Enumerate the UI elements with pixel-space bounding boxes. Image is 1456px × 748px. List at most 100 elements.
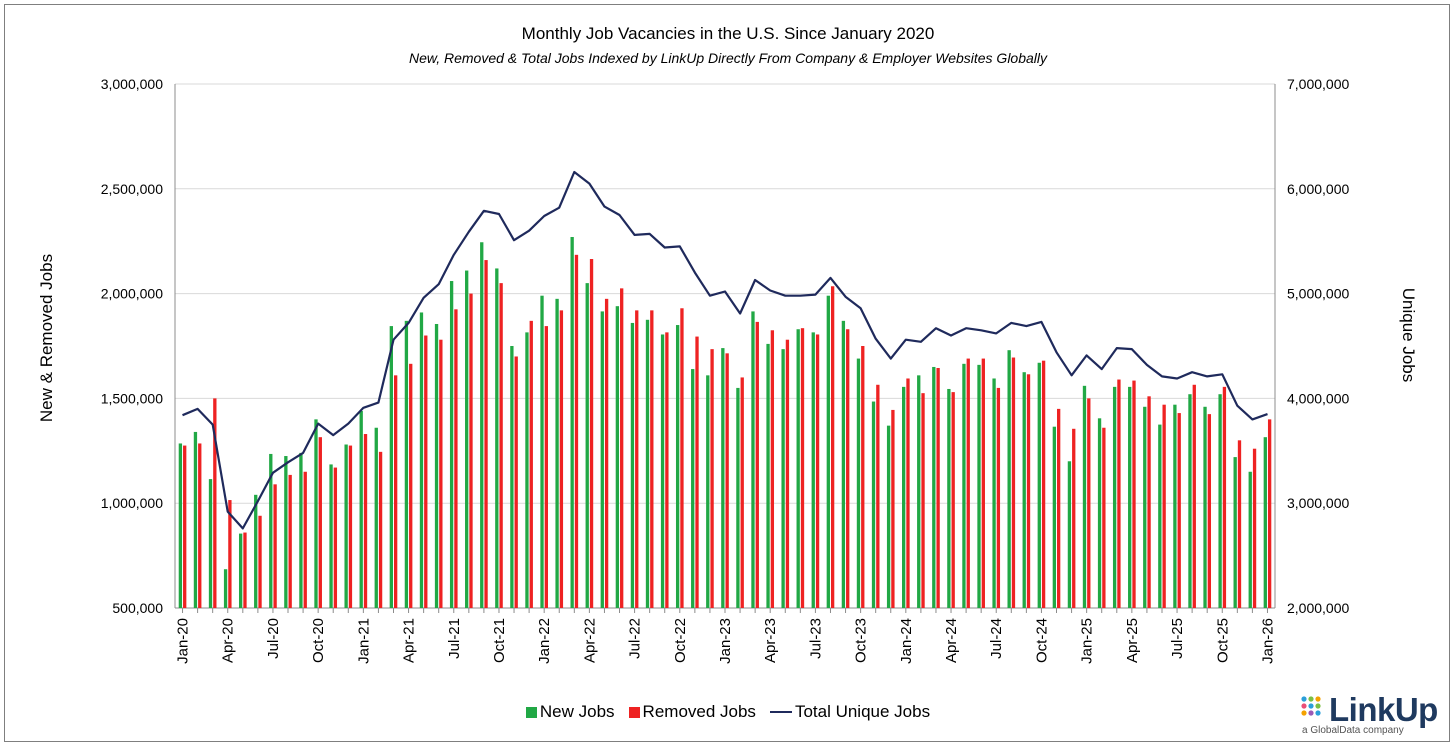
- bar-new-jobs: [660, 334, 665, 608]
- bar-removed-jobs: [1147, 396, 1151, 608]
- bar-new-jobs: [193, 431, 198, 608]
- bar-new-jobs: [1188, 394, 1192, 608]
- bar-new-jobs: [284, 456, 288, 608]
- bar-new-jobs: [419, 312, 424, 608]
- bar-new-jobs: [1263, 437, 1267, 608]
- bar-new-jobs: [570, 237, 574, 608]
- bar-removed-jobs: [303, 471, 307, 608]
- bar-removed-jobs: [589, 259, 594, 608]
- x-tick-label: Jan-22: [536, 618, 553, 664]
- bar-new-jobs: [691, 369, 695, 608]
- x-tick-label: Oct-20: [310, 618, 327, 663]
- bar-new-jobs: [344, 444, 348, 608]
- logo-wordmark: LinkUp: [1329, 691, 1438, 728]
- x-tick-label: Jul-22: [627, 618, 644, 659]
- bar-new-jobs: [208, 479, 213, 608]
- x-tick-label: Jan-26: [1260, 618, 1277, 664]
- chart-title: Monthly Job Vacancies in the U.S. Since …: [521, 24, 935, 43]
- bar-removed-jobs: [966, 358, 970, 608]
- bar-new-jobs: [359, 410, 363, 608]
- bar-new-jobs: [630, 322, 635, 608]
- y-right-tick-label: 3,000,000: [1287, 495, 1349, 511]
- legend-item-total-unique-jobs: Total Unique Jobs: [769, 702, 931, 722]
- bar-removed-jobs: [1177, 413, 1181, 608]
- bar-new-jobs: [540, 295, 544, 608]
- bar-removed-jobs: [273, 484, 277, 608]
- bar-removed-jobs: [1117, 379, 1121, 608]
- legend-item-removed-jobs: Removed Jobs: [628, 702, 756, 722]
- bar-removed-jobs: [1057, 408, 1061, 608]
- bar-new-jobs: [495, 268, 499, 608]
- bar-new-jobs: [615, 306, 620, 608]
- bar-new-jobs: [1112, 386, 1117, 608]
- legend-swatch-total-unique-jobs: [769, 711, 792, 713]
- y-right-tick-label: 4,000,000: [1287, 390, 1349, 406]
- bar-removed-jobs: [1011, 357, 1016, 608]
- x-tick-label: Oct-24: [1033, 618, 1050, 663]
- legend-label-new-jobs: New Jobs: [539, 702, 615, 721]
- y-right-tick-label: 6,000,000: [1287, 181, 1349, 197]
- bar-new-jobs: [585, 283, 589, 608]
- bar-new-jobs: [645, 319, 650, 608]
- bar-removed-jobs: [183, 445, 187, 608]
- bar-new-jobs: [977, 364, 981, 608]
- bar-new-jobs: [600, 311, 604, 608]
- bar-new-jobs: [932, 366, 936, 608]
- bar-new-jobs: [434, 323, 439, 608]
- bar-removed-jobs: [213, 398, 217, 608]
- bar-new-jobs: [389, 326, 393, 608]
- x-tick-label: Apr-22: [581, 618, 598, 663]
- bar-new-jobs: [1203, 406, 1207, 608]
- bar-removed-jobs: [800, 328, 805, 608]
- bar-removed-jobs: [1102, 427, 1106, 608]
- bar-new-jobs: [299, 452, 303, 608]
- bar-new-jobs: [449, 281, 454, 608]
- bar-new-jobs: [706, 375, 710, 608]
- bar-new-jobs: [1007, 350, 1011, 608]
- bar-removed-jobs: [710, 349, 714, 608]
- bar-removed-jobs: [604, 298, 609, 608]
- bar-new-jobs: [1097, 418, 1102, 608]
- bar-removed-jobs: [574, 254, 579, 608]
- bar-removed-jobs: [529, 320, 533, 608]
- bar-new-jobs: [856, 358, 861, 608]
- bar-new-jobs: [796, 329, 800, 608]
- bar-removed-jobs: [378, 451, 383, 608]
- bar-new-jobs: [480, 242, 484, 609]
- bar-new-jobs: [1052, 426, 1057, 608]
- x-tick-label: Apr-21: [401, 618, 418, 663]
- bar-removed-jobs: [665, 332, 669, 608]
- x-tick-label: Apr-25: [1124, 618, 1141, 663]
- bar-new-jobs: [465, 270, 469, 608]
- bar-removed-jobs: [981, 358, 985, 608]
- bar-removed-jobs: [559, 310, 564, 608]
- bar-removed-jobs: [228, 500, 232, 608]
- bar-removed-jobs: [650, 310, 654, 608]
- linkup-logo: LinkUp a GlobalData company: [1296, 690, 1444, 738]
- bar-new-jobs: [269, 453, 273, 608]
- bar-new-jobs: [329, 464, 333, 608]
- y-left-tick-label: 1,500,000: [101, 390, 163, 406]
- bar-removed-jobs: [409, 363, 413, 608]
- bar-new-jobs: [871, 401, 876, 608]
- bar-removed-jobs: [846, 329, 850, 608]
- bar-new-jobs: [781, 349, 785, 608]
- bar-new-jobs: [223, 569, 228, 608]
- bar-new-jobs: [254, 494, 258, 608]
- x-tick-label: Jan-25: [1079, 618, 1096, 664]
- bar-removed-jobs: [725, 353, 729, 608]
- bar-removed-jobs: [951, 392, 955, 608]
- bar-removed-jobs: [424, 335, 428, 608]
- bar-removed-jobs: [484, 260, 488, 608]
- bar-new-jobs: [947, 388, 951, 608]
- bar-new-jobs: [1082, 385, 1087, 608]
- legend-label-total-unique-jobs: Total Unique Jobs: [794, 702, 931, 721]
- bar-removed-jobs: [333, 467, 338, 608]
- x-tick-label: Apr-24: [943, 618, 960, 663]
- bar-new-jobs: [1158, 424, 1162, 608]
- bar-removed-jobs: [1252, 448, 1257, 608]
- bar-removed-jobs: [830, 286, 835, 608]
- bar-removed-jobs: [1132, 380, 1136, 608]
- x-tick-label: Jul-25: [1169, 618, 1186, 659]
